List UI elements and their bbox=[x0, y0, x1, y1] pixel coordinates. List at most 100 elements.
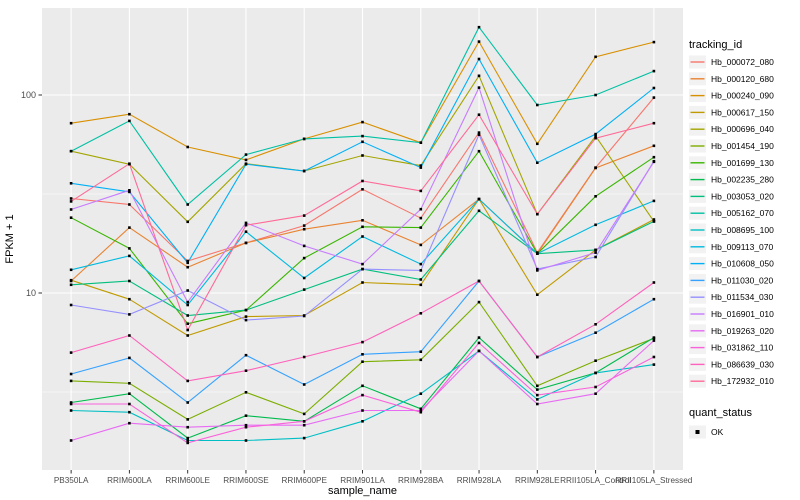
data-point bbox=[128, 313, 131, 316]
data-point bbox=[69, 197, 73, 200]
data-point bbox=[361, 340, 364, 344]
data-point bbox=[536, 103, 539, 107]
data-point bbox=[361, 262, 364, 266]
data-point bbox=[419, 189, 423, 193]
legend-label: Hb_086639_030 bbox=[711, 359, 774, 369]
data-point bbox=[652, 144, 656, 148]
data-point bbox=[69, 283, 73, 287]
data-point bbox=[652, 69, 656, 73]
legend-label: Hb_000696_040 bbox=[711, 124, 774, 134]
data-point bbox=[652, 355, 656, 359]
data-point bbox=[69, 268, 73, 272]
data-point bbox=[652, 160, 656, 164]
data-point bbox=[594, 223, 597, 227]
data-point bbox=[419, 164, 423, 167]
data-point bbox=[186, 328, 189, 332]
data-point bbox=[477, 133, 481, 136]
data-point bbox=[477, 86, 481, 89]
legend-title-tracking-id: tracking_id bbox=[689, 39, 742, 51]
data-point bbox=[302, 244, 306, 248]
data-point bbox=[302, 256, 306, 260]
data-point bbox=[477, 131, 481, 134]
x-tick-label: RRII105LA_Stressed bbox=[615, 476, 692, 485]
data-point bbox=[302, 214, 306, 217]
data-point bbox=[536, 355, 539, 359]
data-point bbox=[186, 289, 189, 292]
data-point bbox=[302, 423, 306, 427]
data-point bbox=[361, 140, 364, 144]
data-point bbox=[186, 436, 189, 440]
data-point bbox=[69, 121, 73, 125]
x-tick-label: RRIM600LA bbox=[107, 476, 152, 485]
data-point bbox=[186, 322, 189, 325]
data-point bbox=[69, 200, 73, 203]
data-point bbox=[361, 281, 364, 284]
data-point bbox=[594, 255, 597, 259]
data-point bbox=[244, 353, 248, 357]
data-point bbox=[128, 190, 131, 194]
data-point bbox=[361, 154, 364, 157]
data-point bbox=[419, 166, 423, 169]
data-point bbox=[302, 224, 306, 227]
data-point bbox=[302, 436, 306, 440]
x-tick-label: RRIM901LA bbox=[340, 476, 385, 485]
data-point bbox=[186, 379, 189, 383]
data-point bbox=[361, 219, 364, 222]
data-point bbox=[69, 149, 73, 153]
data-point bbox=[244, 391, 248, 394]
data-point bbox=[536, 212, 539, 216]
data-point bbox=[302, 420, 306, 423]
data-point bbox=[361, 188, 364, 191]
x-tick-label: RRIM600LE bbox=[165, 476, 210, 485]
data-point bbox=[477, 74, 481, 78]
data-point bbox=[186, 441, 189, 445]
data-point bbox=[594, 134, 597, 138]
data-point bbox=[186, 203, 189, 206]
data-point bbox=[128, 112, 131, 116]
data-point bbox=[128, 421, 131, 425]
data-point bbox=[652, 121, 656, 125]
data-point bbox=[244, 414, 248, 417]
data-point bbox=[594, 385, 597, 389]
data-point bbox=[652, 218, 656, 221]
data-point bbox=[302, 314, 306, 318]
data-point bbox=[186, 220, 189, 224]
data-point bbox=[419, 312, 423, 315]
data-point bbox=[244, 425, 248, 429]
data-point bbox=[361, 420, 364, 423]
legend-label: Hb_011030_020 bbox=[711, 275, 774, 285]
data-point bbox=[244, 318, 248, 322]
data-point bbox=[594, 166, 597, 170]
data-point bbox=[652, 339, 656, 342]
data-point bbox=[594, 195, 597, 198]
data-point bbox=[536, 393, 539, 397]
data-point bbox=[361, 225, 364, 229]
data-point bbox=[419, 358, 423, 362]
data-point bbox=[652, 220, 656, 223]
data-point bbox=[594, 251, 597, 254]
data-point bbox=[477, 149, 481, 153]
data-point bbox=[536, 293, 539, 296]
legend-label: Hb_000617_150 bbox=[711, 107, 774, 117]
data-point bbox=[186, 401, 189, 404]
data-point bbox=[419, 392, 423, 395]
data-point bbox=[652, 199, 656, 203]
data-point bbox=[477, 25, 481, 29]
data-point bbox=[361, 134, 364, 138]
legend-label: Hb_016901_010 bbox=[711, 309, 774, 319]
data-point bbox=[594, 323, 597, 326]
data-point bbox=[419, 243, 423, 247]
legend-label: Hb_031862_110 bbox=[711, 343, 774, 353]
data-point bbox=[69, 372, 73, 376]
data-point bbox=[302, 288, 306, 291]
data-point bbox=[652, 363, 656, 366]
data-point bbox=[302, 355, 306, 359]
data-point bbox=[128, 392, 131, 395]
data-point bbox=[186, 439, 189, 442]
data-point bbox=[128, 254, 131, 258]
data-point bbox=[361, 360, 364, 363]
legend-title-quant-status: quant_status bbox=[689, 407, 752, 419]
data-point bbox=[186, 265, 189, 269]
data-point bbox=[419, 226, 423, 229]
data-point bbox=[361, 353, 364, 356]
